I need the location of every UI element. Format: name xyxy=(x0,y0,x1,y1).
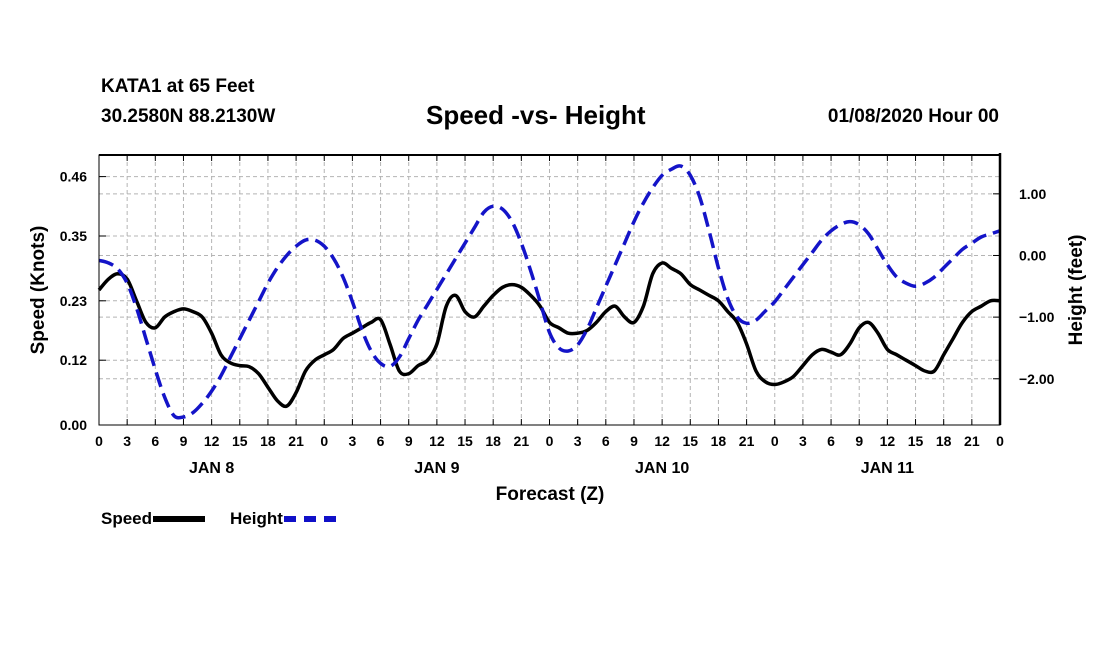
series-layer xyxy=(97,164,1001,420)
x-tick-label: 3 xyxy=(799,433,807,449)
x-tick-label: 9 xyxy=(630,433,638,449)
x-tick-label: 18 xyxy=(936,433,952,449)
x-axis-label: Forecast (Z) xyxy=(496,484,605,505)
x-day-label: JAN 8 xyxy=(189,460,234,477)
y-tick-label: 0.00 xyxy=(60,417,87,433)
station-label: KATA1 at 65 Feet xyxy=(101,76,255,97)
forecast-datetime: 01/08/2020 Hour 00 xyxy=(827,106,999,127)
legend-height-swatch xyxy=(283,516,336,522)
x-tick-label: 18 xyxy=(485,433,501,449)
x-tick-label: 18 xyxy=(711,433,727,449)
x-tick-label: 21 xyxy=(288,433,304,449)
y2-tick-label: 1.00 xyxy=(1019,186,1046,202)
x-tick-label: 18 xyxy=(260,433,276,449)
x-tick-label: 3 xyxy=(349,433,357,449)
x-tick-label: 0 xyxy=(546,433,554,449)
x-tick-label: 12 xyxy=(880,433,896,449)
height-series-line xyxy=(98,164,1001,420)
y2-tick-label: −2.00 xyxy=(1019,371,1055,387)
legend-height-label: Height xyxy=(230,509,283,528)
axes-layer xyxy=(98,153,1002,426)
x-tick-label: 9 xyxy=(405,433,413,449)
x-tick-label: 9 xyxy=(180,433,188,449)
y-tick-label: 0.23 xyxy=(60,293,87,309)
legend-speed-label: Speed xyxy=(101,509,153,528)
y-tick-label: 0.35 xyxy=(60,228,87,244)
y-tick-label: 0.46 xyxy=(60,169,87,185)
x-day-label: JAN 9 xyxy=(414,460,459,477)
x-tick-label: 15 xyxy=(232,433,248,449)
x-day-label: JAN 11 xyxy=(861,460,914,477)
x-tick-label: 6 xyxy=(827,433,835,449)
x-tick-label: 21 xyxy=(739,433,755,449)
legend-speed: Speed xyxy=(101,509,206,529)
x-tick-label: 0 xyxy=(320,433,328,449)
y2-tick-label: 0.00 xyxy=(1019,247,1046,263)
x-tick-label: 15 xyxy=(908,433,924,449)
x-tick-label: 12 xyxy=(204,433,220,449)
x-tick-label: 0 xyxy=(95,433,103,449)
x-tick-label: 12 xyxy=(654,433,670,449)
legend-speed-swatch xyxy=(153,516,206,522)
grid-lines xyxy=(99,155,1000,425)
x-tick-label: 15 xyxy=(682,433,698,449)
x-tick-label: 21 xyxy=(964,433,980,449)
y-tick-label: 0.12 xyxy=(60,352,87,368)
coordinates-label: 30.2580N 88.2130W xyxy=(101,106,276,127)
x-tick-label: 6 xyxy=(602,433,610,449)
x-tick-label: 21 xyxy=(514,433,530,449)
x-tick-label: 0 xyxy=(996,433,1004,449)
x-day-label: JAN 10 xyxy=(635,460,689,477)
y-axis-label: Speed (Knots) xyxy=(28,226,49,355)
x-tick-label: 3 xyxy=(123,433,131,449)
tick-labels: 0 3 6 9 12 15 18 21 0 3 6 9 12 15 18 21 0 3 6 9 12 15 18 21 0 3 6 9… xyxy=(60,169,1055,477)
legend-height: Height xyxy=(230,509,336,529)
speed-series-line xyxy=(97,261,1001,409)
chart-title: Speed -vs- Height xyxy=(426,100,646,130)
x-tick-label: 12 xyxy=(429,433,445,449)
x-tick-label: 9 xyxy=(855,433,863,449)
y2-tick-label: −1.00 xyxy=(1019,309,1055,325)
x-tick-label: 15 xyxy=(457,433,473,449)
x-tick-label: 0 xyxy=(771,433,779,449)
x-tick-label: 6 xyxy=(151,433,159,449)
x-tick-label: 3 xyxy=(574,433,582,449)
y2-axis-label: Height (feet) xyxy=(1066,235,1087,346)
x-tick-label: 6 xyxy=(377,433,385,449)
